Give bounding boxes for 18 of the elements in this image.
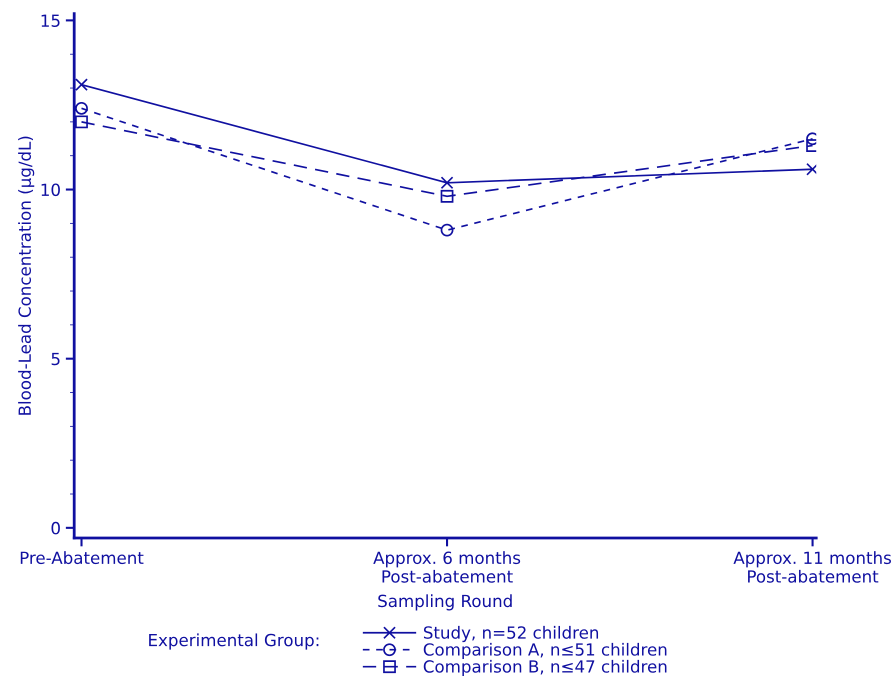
y-tick-label: 15 — [42, 14, 60, 27]
x-tick-label: Approx. 11 months Post-abatement — [733, 551, 891, 583]
legend-label: Study, n=52 children — [424, 626, 598, 642]
point — [440, 176, 454, 190]
legend-label: Comparison A, n≤51 children — [424, 642, 666, 660]
y-tick-label: 5 — [52, 352, 60, 366]
point — [75, 115, 88, 128]
point — [440, 190, 454, 203]
legend-title: Experimental Group: — [149, 633, 318, 650]
legend-label: Comparison B, n≤47 children — [424, 660, 666, 676]
x-tick-label: Approx. 6 months Post-abatement — [373, 551, 520, 583]
y-tick-label: 10 — [42, 184, 60, 196]
x-tick-label: Pre-Abatement — [20, 551, 144, 564]
y-axis-title: Blood-Lead Concentration (μg/dL) — [18, 136, 34, 415]
y-tick-label: 0 — [52, 522, 60, 534]
point — [440, 224, 454, 237]
point — [75, 102, 88, 115]
x-axis-title: Sampling Round — [378, 594, 512, 610]
